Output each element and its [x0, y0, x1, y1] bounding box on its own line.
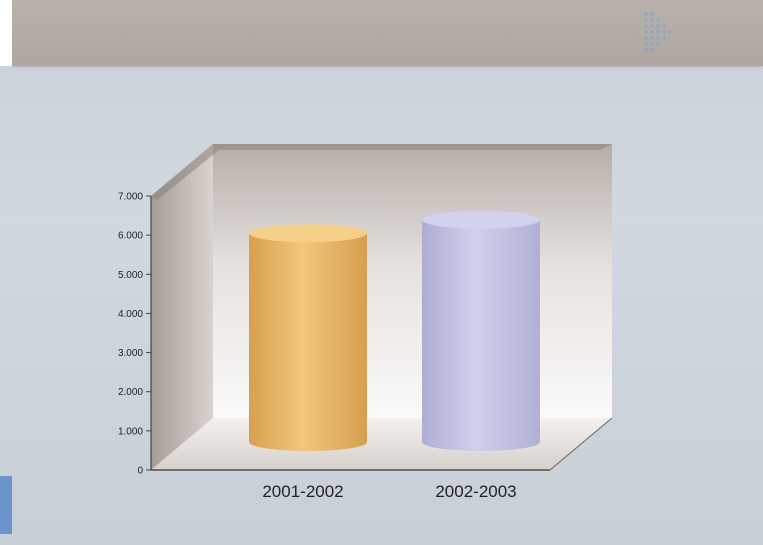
logo-triangle-icon — [644, 12, 672, 52]
y-tick-label: 4.000 — [118, 309, 143, 320]
floor — [151, 418, 612, 470]
plot-box — [150, 144, 613, 471]
left-margin-strip — [0, 0, 12, 66]
y-tick-label: 5.000 — [118, 270, 143, 281]
x-category-label: 2002-2003 — [435, 482, 516, 501]
y-tick-label: 7.000 — [118, 192, 143, 203]
top-rim — [151, 144, 612, 200]
y-tick-label: 3.000 — [118, 348, 143, 359]
y-tick-label: 0 — [137, 466, 143, 477]
y-tick-label: 1.000 — [118, 426, 143, 437]
x-axis-labels: 2001-2002 2002-2003 — [262, 482, 516, 501]
y-tick-label: 6.000 — [118, 231, 143, 242]
bar-2002-2003 — [422, 210, 540, 451]
left-wall — [151, 144, 213, 470]
header-band — [12, 0, 763, 66]
bar-body — [249, 233, 367, 451]
x-category-label: 2001-2002 — [262, 482, 343, 501]
bar-top — [249, 224, 367, 243]
y-tick-label: 2.000 — [118, 387, 143, 398]
bar-top — [422, 210, 540, 229]
bars — [249, 210, 540, 451]
bar-body — [422, 219, 540, 451]
y-axis-ticks: 0 1.000 2.000 3.000 4.000 5.000 6.000 7.000 — [118, 192, 151, 477]
bar-2001-2002 — [249, 224, 367, 451]
floor-front-edge — [549, 417, 613, 471]
accent-square — [0, 476, 12, 534]
logo — [640, 8, 763, 60]
